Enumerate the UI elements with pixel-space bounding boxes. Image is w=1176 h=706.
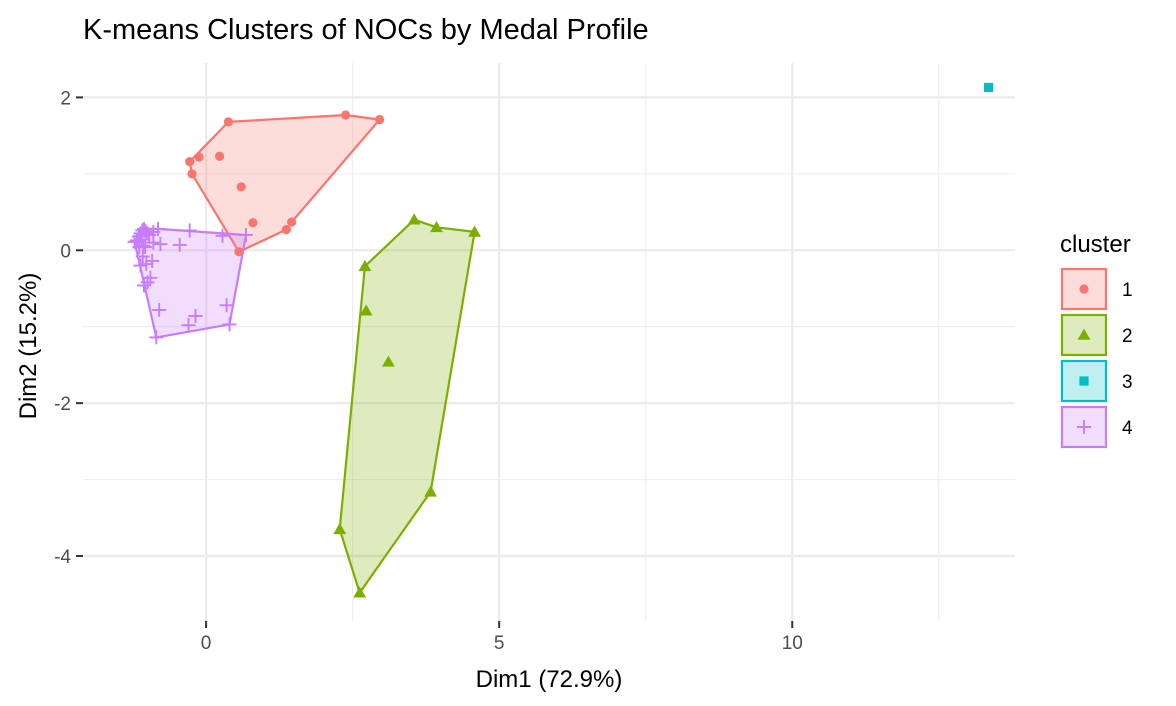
cluster-4-point bbox=[219, 298, 234, 313]
plot-panel bbox=[83, 63, 1015, 621]
cluster-2-point bbox=[353, 586, 367, 598]
cluster-1-point bbox=[287, 217, 297, 227]
cluster-1-point bbox=[374, 114, 385, 125]
legend-key-3-marker bbox=[1079, 376, 1089, 386]
cluster-points bbox=[127, 82, 994, 598]
legend-key-2-marker bbox=[1077, 328, 1091, 340]
legend-label-2: 2 bbox=[1122, 326, 1133, 347]
cluster-hulls bbox=[133, 113, 476, 594]
cluster-4-point bbox=[135, 249, 150, 264]
chart-title: K-means Clusters of NOCs by Medal Profil… bbox=[83, 14, 649, 46]
x-tick-label: 0 bbox=[201, 633, 212, 654]
cluster-4-point bbox=[133, 258, 148, 273]
cluster-4-point bbox=[146, 235, 161, 250]
cluster-4-point bbox=[188, 309, 203, 324]
cluster-1-point bbox=[281, 225, 291, 235]
x-tick-label: 10 bbox=[782, 633, 803, 654]
cluster-4-point bbox=[140, 226, 155, 241]
cluster-2-point bbox=[468, 225, 481, 237]
cluster-2-point bbox=[333, 522, 347, 535]
cluster-1-point bbox=[236, 182, 246, 192]
cluster-4-point bbox=[134, 232, 149, 247]
cluster-4-point bbox=[145, 253, 160, 268]
cluster-1-point bbox=[341, 110, 351, 120]
legend: cluster 1 2 3 4 bbox=[1060, 231, 1133, 449]
legend-label-3: 3 bbox=[1122, 372, 1133, 393]
cluster-2-point bbox=[359, 304, 373, 316]
x-tick-label: 5 bbox=[494, 633, 505, 654]
legend-label-4: 4 bbox=[1122, 418, 1133, 439]
y-tick-label: 2 bbox=[60, 88, 71, 109]
cluster-4-point bbox=[238, 227, 253, 242]
legend-title: cluster bbox=[1060, 231, 1131, 258]
cluster-4-point bbox=[182, 223, 197, 238]
y-tick-label: 0 bbox=[60, 241, 71, 262]
cluster-2-point bbox=[424, 485, 437, 497]
cluster-3-point bbox=[984, 82, 994, 93]
cluster-1-point bbox=[214, 151, 225, 161]
x-axis: 0 5 10 bbox=[201, 621, 803, 654]
cluster-2-point bbox=[358, 259, 372, 272]
grid-minor bbox=[83, 63, 1015, 621]
cluster-1-point bbox=[187, 169, 197, 179]
cluster-4-point bbox=[152, 302, 167, 317]
cluster-1-point bbox=[185, 157, 195, 167]
cluster-4-point bbox=[172, 237, 187, 252]
cluster-2-point bbox=[407, 213, 421, 225]
cluster-2-point bbox=[430, 220, 443, 233]
y-tick-label: -4 bbox=[54, 547, 71, 568]
cluster-1-point bbox=[234, 247, 244, 257]
cluster-4-point bbox=[151, 221, 166, 236]
cluster-4-point bbox=[215, 228, 230, 243]
cluster-1-point bbox=[223, 117, 233, 127]
cluster-4-point bbox=[138, 240, 153, 255]
cluster-1-point bbox=[248, 218, 258, 228]
y-axis: 2 0 -2 -4 bbox=[54, 88, 83, 568]
legend-key-4-marker bbox=[1077, 420, 1091, 434]
cluster-4-point bbox=[181, 318, 196, 333]
cluster-2-hull bbox=[338, 218, 476, 594]
cluster-4-point bbox=[222, 317, 237, 332]
cluster-4-point bbox=[139, 257, 154, 272]
legend-key-1-marker bbox=[1079, 284, 1089, 294]
legend-label-1: 1 bbox=[1122, 280, 1133, 301]
cluster-4-point bbox=[140, 275, 155, 290]
cluster-1-point bbox=[194, 152, 204, 162]
cluster-4-point bbox=[149, 330, 164, 345]
cluster-4-point bbox=[153, 237, 168, 252]
y-tick-label: -2 bbox=[54, 394, 71, 415]
cluster-2-point bbox=[381, 355, 395, 367]
cluster-4-point bbox=[136, 278, 151, 293]
x-axis-title: Dim1 (72.9%) bbox=[476, 666, 623, 693]
y-axis-title: Dim2 (15.2%) bbox=[15, 273, 42, 420]
